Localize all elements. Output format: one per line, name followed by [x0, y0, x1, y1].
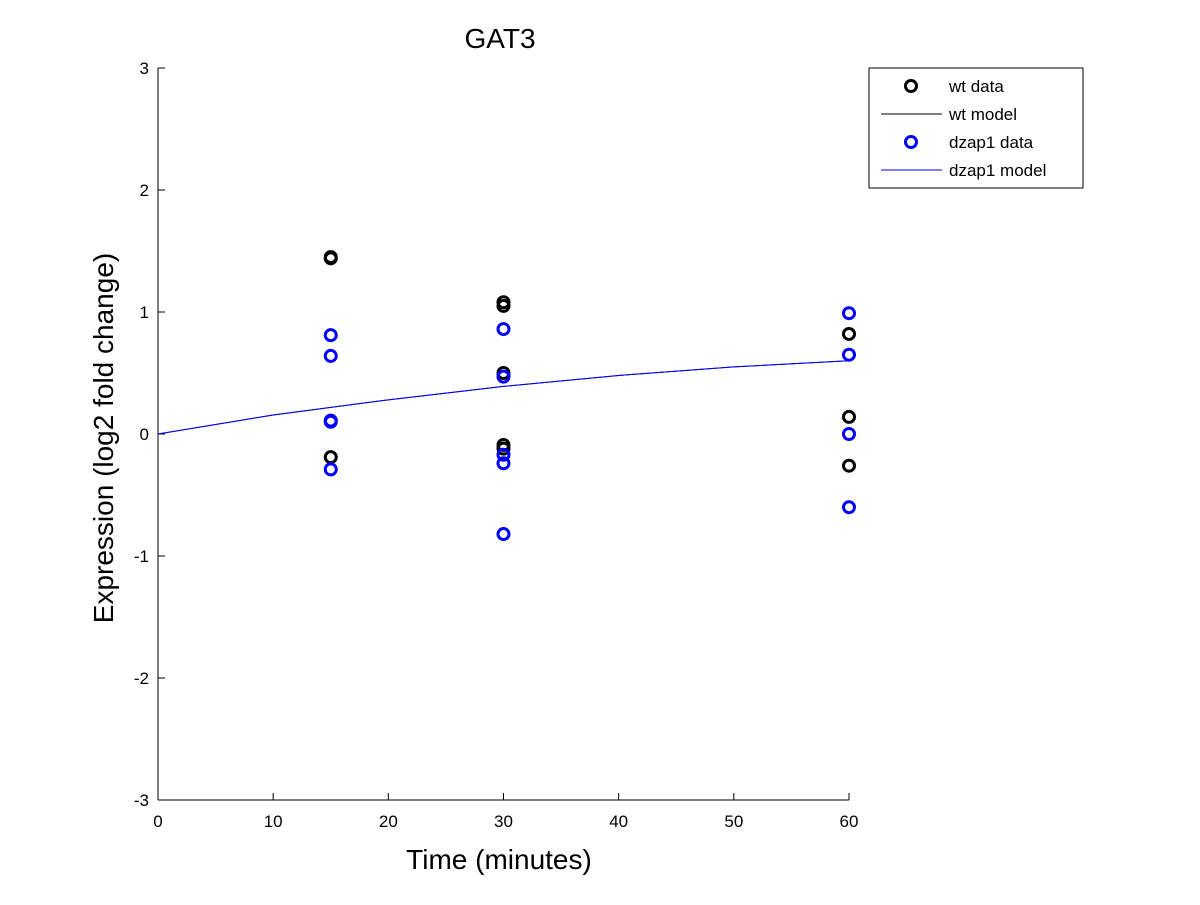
data-point-wt-data [323, 251, 338, 266]
data-point-dzap1-data [842, 500, 856, 515]
data-point-dzap1-data [496, 456, 511, 471]
legend-label-wt-data: wt data [948, 77, 1004, 96]
x-tick-label: 60 [840, 812, 859, 831]
model-line-dzap1-model [157, 360, 850, 435]
y-tick-label: 0 [140, 425, 149, 444]
data-point-dzap1-data [323, 414, 338, 429]
model-lines [157, 360, 850, 435]
y-tick-label: -2 [134, 669, 149, 688]
chart-title: GAT3 [464, 23, 535, 54]
data-point-dzap1-data [323, 328, 338, 343]
data-point-dzap1-data [842, 306, 856, 321]
legend-items: wt data wt model dzap1 data dzap1 model [881, 77, 1046, 180]
data-point-wt-data [842, 326, 856, 341]
x-tick-label: 0 [153, 812, 162, 831]
legend-marker-wt-data [904, 79, 918, 93]
legend-marker-dzap1-data [904, 135, 918, 149]
y-axis-label: Expression (log2 fold change) [88, 253, 119, 623]
x-tick-label: 30 [494, 812, 513, 831]
legend-label-wt-model: wt model [948, 105, 1017, 124]
x-tick-label: 40 [609, 812, 628, 831]
data-point-dzap1-data [496, 322, 511, 337]
data-point-wt-data [496, 441, 511, 456]
data-point-dzap1-data [496, 369, 511, 384]
legend-label-dzap1-model: dzap1 model [949, 161, 1046, 180]
data-markers [323, 250, 856, 542]
y-tick-label: 1 [140, 303, 149, 322]
y-tick-label: -3 [134, 791, 149, 810]
x-tick-label: 10 [264, 812, 283, 831]
x-tick-label: 20 [379, 812, 398, 831]
data-point-dzap1-data [842, 347, 856, 362]
data-point-wt-data [842, 458, 856, 473]
data-point-dzap1-data [323, 462, 338, 477]
data-point-dzap1-data [323, 348, 338, 363]
x-axis-ticks: 0 10 20 30 40 50 60 [153, 793, 858, 831]
x-axis-label: Time (minutes) [406, 844, 592, 875]
data-point-wt-data [323, 450, 338, 465]
data-point-dzap1-data [842, 427, 856, 441]
data-point-dzap1-data [496, 447, 511, 462]
legend-box [868, 67, 1084, 189]
legend-label-dzap1-data: dzap1 data [949, 133, 1034, 152]
y-tick-label: 3 [140, 59, 149, 78]
data-point-dzap1-data [496, 527, 511, 542]
data-point-wt-data [842, 409, 856, 424]
data-point-wt-data [496, 298, 511, 313]
axes-frame [157, 68, 849, 801]
y-tick-label: 2 [140, 181, 149, 200]
y-axis-ticks: -3 -2 -1 0 1 2 3 [134, 59, 165, 810]
x-tick-label: 50 [724, 812, 743, 831]
legend: wt data wt model dzap1 data dzap1 model [868, 67, 1084, 189]
y-tick-label: -1 [134, 547, 149, 566]
